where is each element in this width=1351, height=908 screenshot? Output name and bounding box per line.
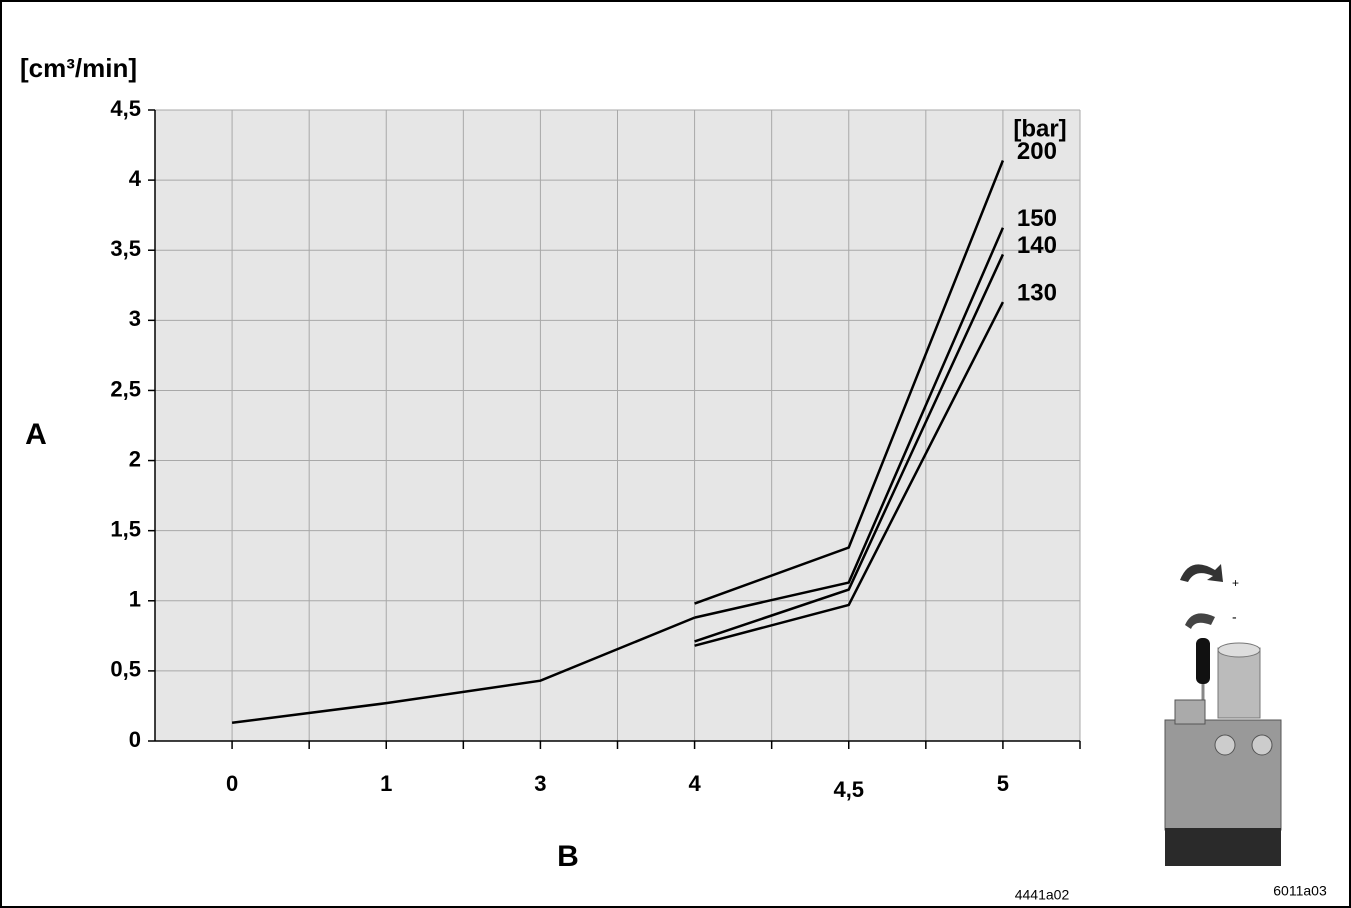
y-tick-label: 1 [129,587,141,612]
x-tick-label: 1 [380,771,392,796]
series-label: 150 [1017,205,1057,232]
y-tick-label: 4,5 [110,96,141,121]
minus-label: - [1232,609,1237,625]
series-label: 200 [1017,138,1057,165]
y-unit: [cm³/min] [20,53,137,83]
y-label: A [25,418,47,451]
x-tick-label: 4,5 [833,777,864,802]
x-label: B [557,840,579,873]
y-tick-label: 1,5 [110,516,141,541]
x-tick-label: 0 [226,771,238,796]
figure-code: 6011a03 [1273,883,1327,899]
x-tick-label: 4 [688,771,701,796]
chart: [cm³/min] A B 4441a02 6011a03 + - 0 0,5 1 1… [0,0,1351,908]
y-tick-label: 0 [129,727,141,752]
series-label: 140 [1017,232,1057,259]
y-tick-label: 3,5 [110,236,141,261]
y-tick-label: 4 [129,166,142,191]
y-tick-label: 2,5 [110,376,141,401]
plus-label: + [1232,576,1239,590]
y-tick-label: 3 [129,306,141,331]
series-label: 130 [1017,279,1057,306]
x-tick-label: 5 [997,771,1009,796]
x-tick-label: 3 [534,771,546,796]
figure-code: 4441a02 [1015,887,1070,903]
y-tick-label: 2 [129,446,141,471]
y-tick-label: 0,5 [110,657,141,682]
